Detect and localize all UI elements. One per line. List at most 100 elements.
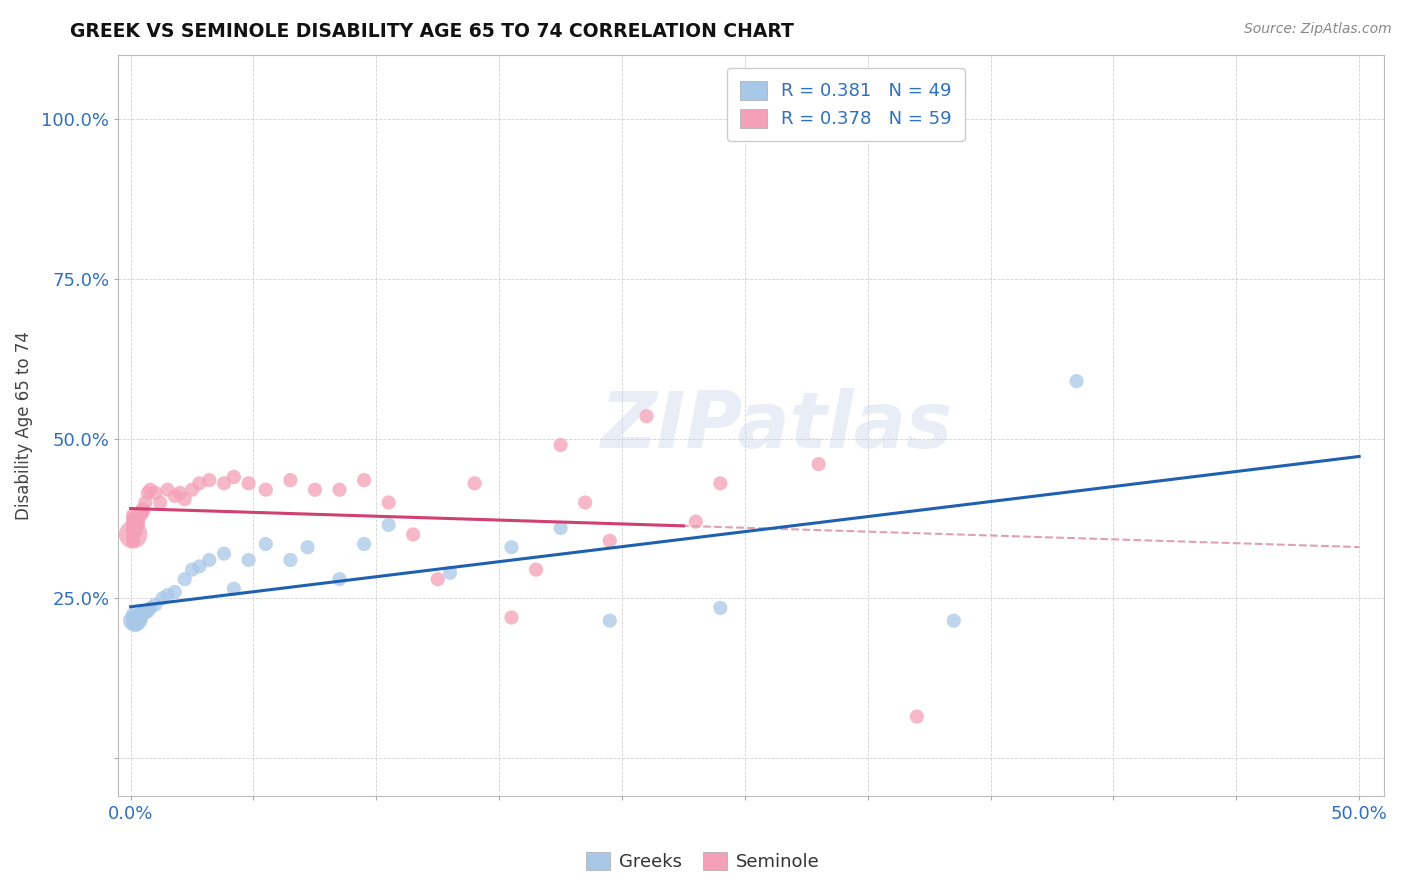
Point [122,522,145,536]
Point [156,588,179,602]
Point [328,483,350,497]
Point [328,572,350,586]
Point [280,473,302,487]
Point [550,438,572,452]
Point [685,515,707,529]
Point [636,409,658,424]
Y-axis label: Disability Age 65 to 74: Disability Age 65 to 74 [15,331,32,520]
Point [426,572,449,586]
Point [599,533,621,548]
Point [122,616,145,631]
Point [198,473,221,487]
Point [127,517,149,532]
Point [152,591,174,606]
Point [124,609,146,624]
Point [304,483,326,497]
Point [127,609,149,624]
Point [122,517,145,532]
Point [173,572,195,586]
Point [198,553,221,567]
Point [297,540,319,554]
Point [353,473,375,487]
Point [238,553,260,567]
Point [377,517,399,532]
Point [134,606,156,620]
Point [127,508,149,523]
Point [709,476,731,491]
Point [122,533,145,548]
Point [524,563,547,577]
Point [129,607,152,622]
Point [807,457,830,471]
Point [122,610,145,624]
Point [377,495,399,509]
Point [212,476,235,491]
Point [163,585,186,599]
Point [136,486,159,500]
Point [156,483,179,497]
Point [124,610,146,624]
Point [353,537,375,551]
Point [139,483,162,497]
Point [574,495,596,509]
Point [149,495,172,509]
Point [127,612,149,626]
Point [181,563,204,577]
Point [139,601,162,615]
Text: GREEK VS SEMINOLE DISABILITY AGE 65 TO 74 CORRELATION CHART: GREEK VS SEMINOLE DISABILITY AGE 65 TO 7… [70,22,794,41]
Point [129,612,152,626]
Point [599,614,621,628]
Point [132,604,155,618]
Point [132,607,155,622]
Legend: R = 0.381   N = 49, R = 0.378   N = 59: R = 0.381 N = 49, R = 0.378 N = 59 [727,68,965,141]
Point [222,470,245,484]
Point [169,486,191,500]
Legend: Greeks, Seminole: Greeks, Seminole [579,845,827,879]
Point [501,540,523,554]
Point [122,515,145,529]
Point [122,508,145,523]
Point [122,511,145,525]
Point [134,495,156,509]
Point [129,505,152,519]
Point [143,598,166,612]
Point [124,515,146,529]
Point [124,618,146,632]
Point [254,537,277,551]
Text: ZIPatlas: ZIPatlas [600,388,952,464]
Point [127,515,149,529]
Point [173,492,195,507]
Point [136,604,159,618]
Point [129,614,152,628]
Point [124,614,146,628]
Point [942,614,965,628]
Point [238,476,260,491]
Point [709,601,731,615]
Point [132,505,155,519]
Point [550,521,572,535]
Point [181,483,204,497]
Point [905,709,928,723]
Point [464,476,486,491]
Point [124,511,146,525]
Point [122,612,145,626]
Point [122,521,145,535]
Point [212,547,235,561]
Point [124,522,146,536]
Point [122,527,145,541]
Point [143,486,166,500]
Point [122,524,145,539]
Point [127,610,149,624]
Point [188,476,211,491]
Point [124,524,146,539]
Point [127,511,149,525]
Point [439,566,461,580]
Point [124,612,146,626]
Point [501,610,523,624]
Point [1066,374,1088,388]
Point [122,607,145,622]
Point [124,614,146,628]
Point [280,553,302,567]
Point [124,517,146,532]
Point [129,508,152,523]
